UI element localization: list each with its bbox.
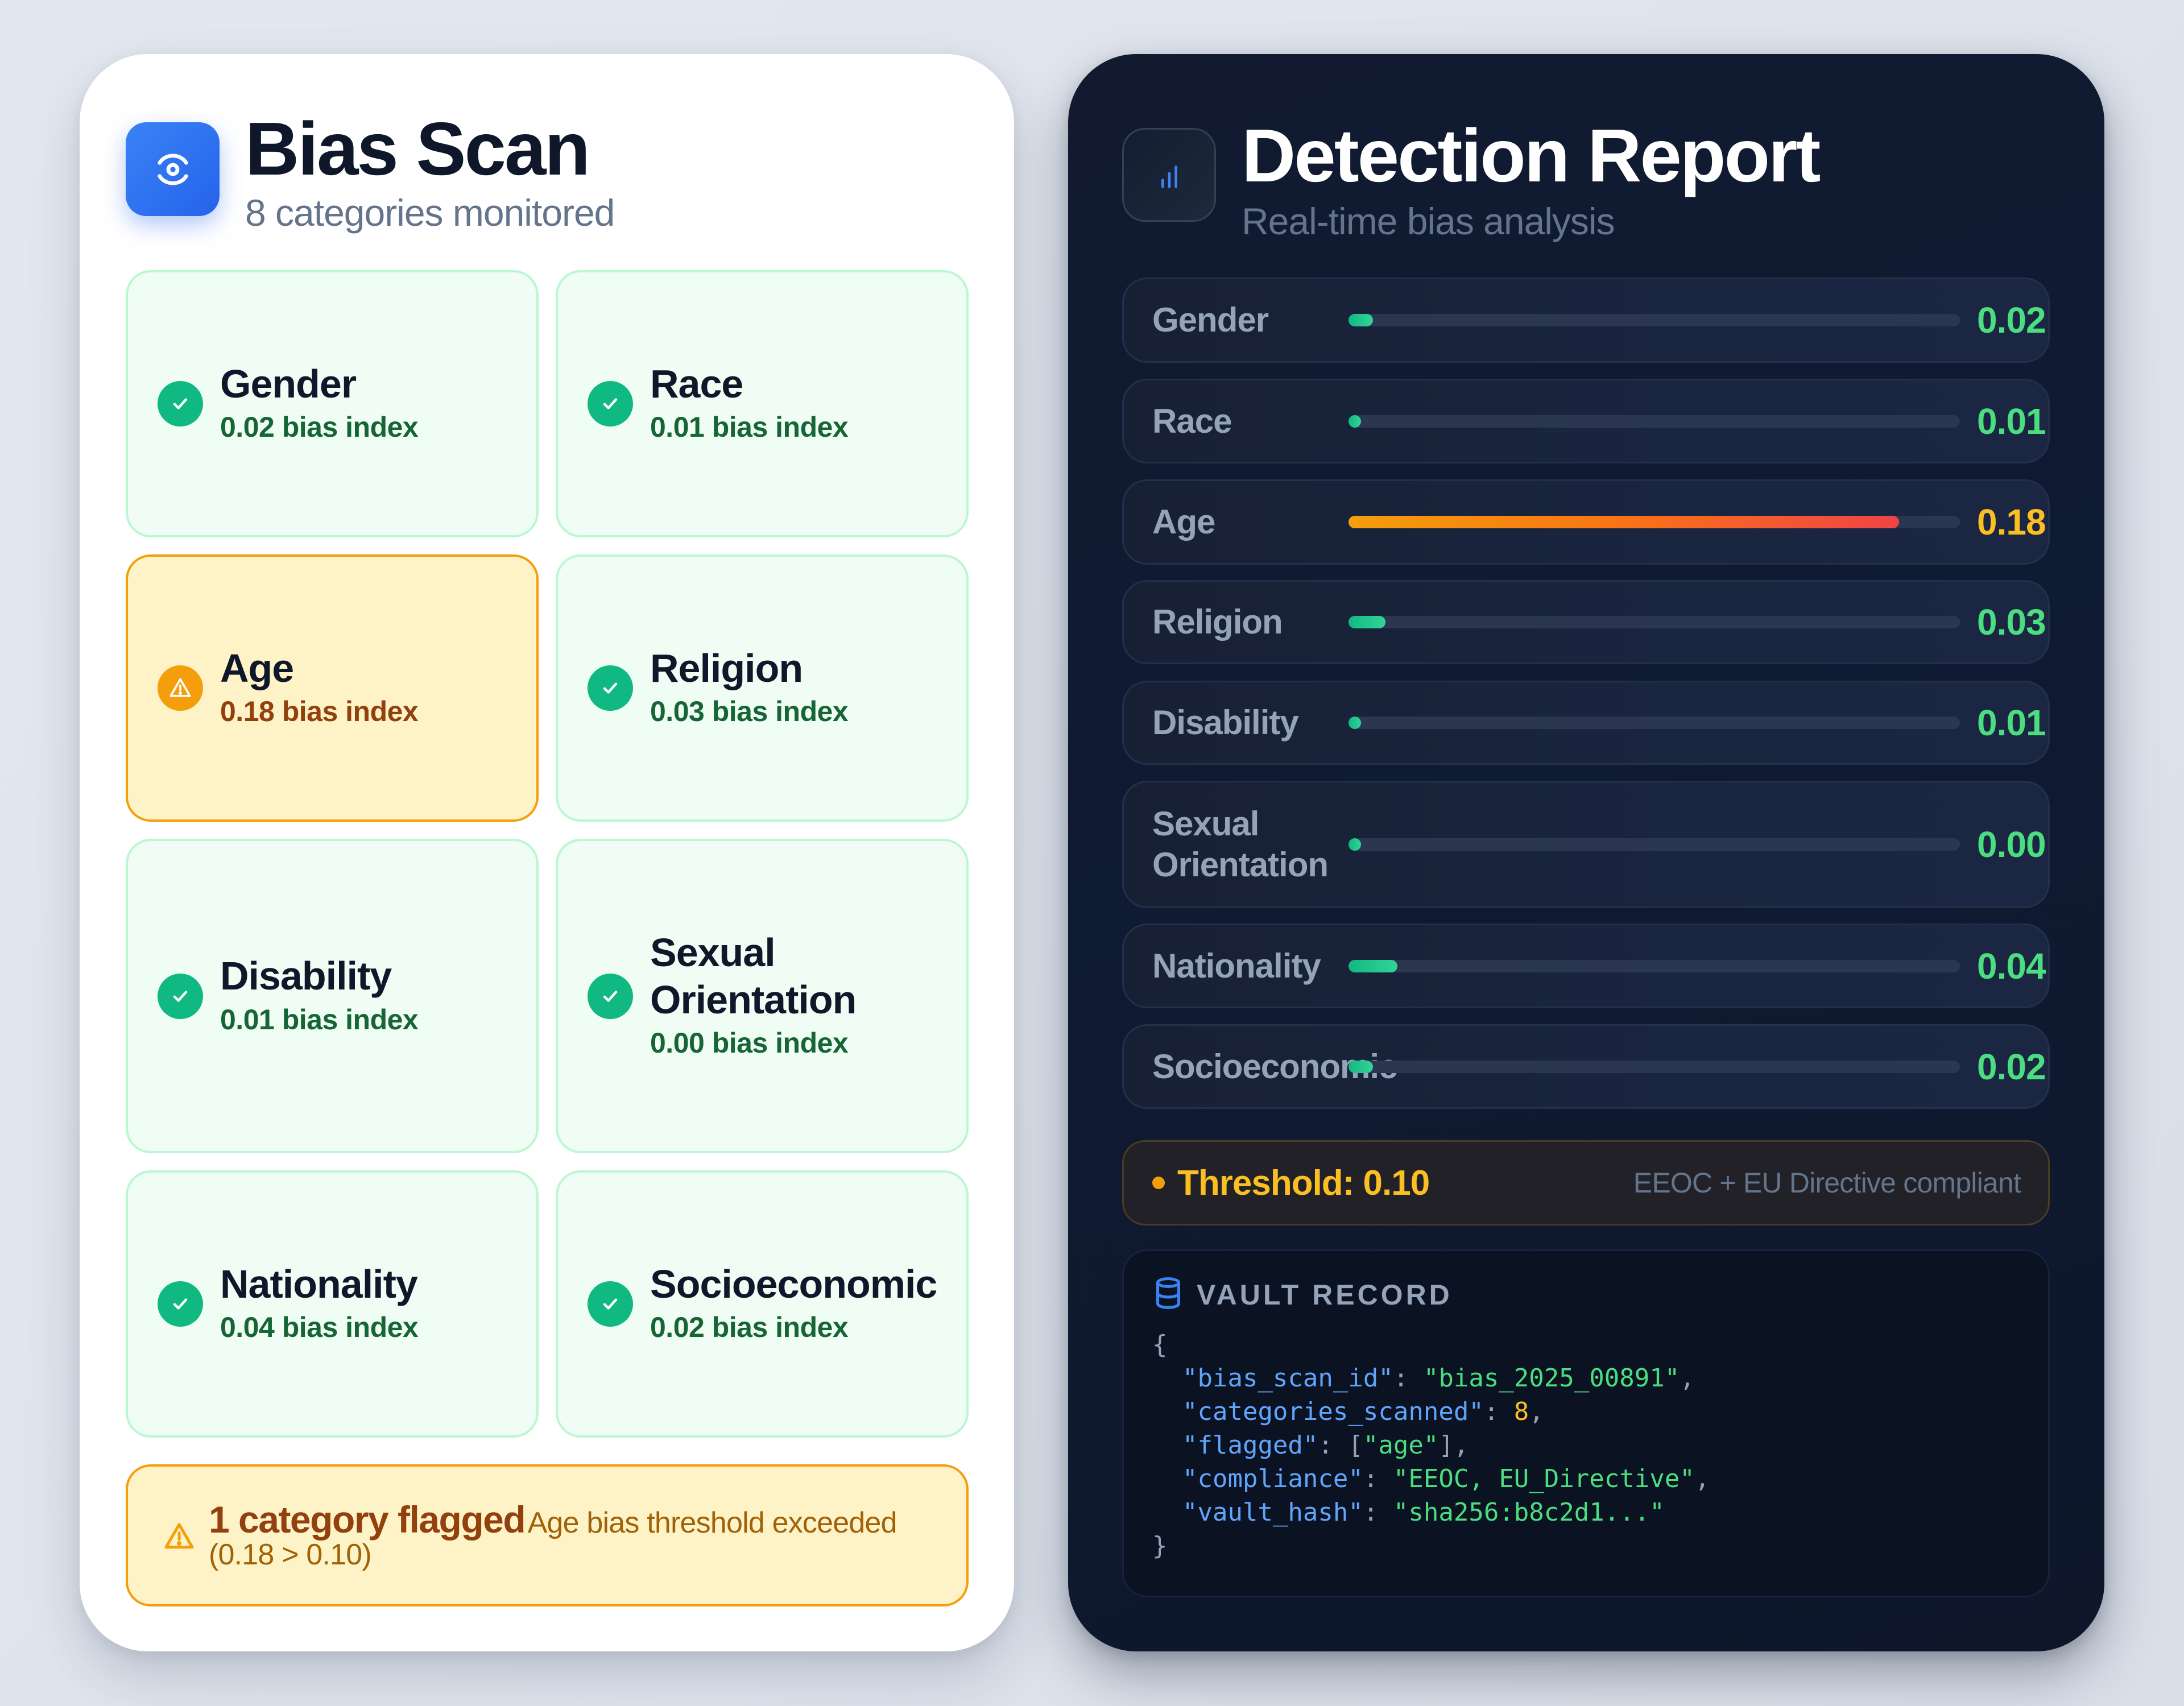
category-bias-index: 0.01 bias index: [650, 411, 849, 444]
metric-row-race[interactable]: Race 0.01: [1122, 379, 2050, 463]
category-bias-index: 0.18 bias index: [220, 695, 419, 728]
threshold-value: Threshold: 0.10: [1177, 1163, 1430, 1203]
metric-value: 0.02: [1977, 1046, 2046, 1087]
flagged-alert-banner: 1 category flagged Age bias threshold ex…: [126, 1464, 969, 1606]
metric-row-disability[interactable]: Disability 0.01: [1122, 681, 2050, 765]
metric-row-socioeconomic[interactable]: Socioeconomic 0.02: [1122, 1024, 2050, 1109]
metric-bar-fill: [1349, 415, 1361, 428]
category-name: Religion: [650, 645, 803, 690]
metric-value: 0.01: [1977, 702, 2046, 743]
metric-value: 0.00: [1977, 824, 2046, 865]
compliance-note: EEOC + EU Directive compliant: [1633, 1167, 2021, 1199]
category-bias-index: 0.03 bias index: [650, 695, 849, 728]
category-name: Gender: [220, 361, 357, 406]
check-icon: [158, 973, 203, 1019]
metric-bar-track: [1349, 616, 1960, 628]
check-icon: [588, 381, 633, 426]
category-bias-index: 0.04 bias index: [220, 1311, 419, 1344]
metric-label: Nationality: [1152, 946, 1321, 985]
category-name: Socioeconomic: [650, 1261, 937, 1306]
detection-report-panel: Detection Report Real-time bias analysis…: [1068, 54, 2104, 1651]
category-card-socioeconomic[interactable]: Socioeconomic 0.02 bias index: [556, 1170, 969, 1438]
flagged-description: Age bias threshold exceeded (0.18 > 0.10…: [209, 1506, 897, 1572]
category-bias-index: 0.01 bias index: [220, 1003, 419, 1036]
flagged-count: 1 category flagged: [209, 1498, 526, 1541]
metric-bar-fill: [1349, 838, 1361, 851]
metric-bar-track: [1349, 1060, 1960, 1073]
category-card-sexual-orientation[interactable]: Sexual Orientation 0.00 bias index: [556, 839, 969, 1153]
warning-icon: [158, 665, 203, 711]
category-grid: Gender 0.02 bias index Race 0.01 bias in…: [126, 270, 969, 1438]
category-card-age[interactable]: Age 0.18 bias index: [126, 554, 539, 822]
metric-row-nationality[interactable]: Nationality 0.04: [1122, 924, 2050, 1008]
page-subtitle: 8 categories monitored: [245, 192, 615, 234]
warning-triangle-icon: [162, 1519, 196, 1556]
status-dot-icon: [1152, 1177, 1165, 1189]
check-icon: [588, 973, 633, 1019]
metric-value: 0.02: [1977, 300, 2046, 341]
category-card-gender[interactable]: Gender 0.02 bias index: [126, 270, 539, 537]
metric-row-age[interactable]: Age 0.18: [1122, 479, 2050, 565]
bar-chart-icon: [1122, 128, 1216, 222]
report-subtitle: Real-time bias analysis: [1242, 200, 1615, 242]
category-name: Age: [220, 645, 294, 690]
category-name: Nationality: [220, 1261, 418, 1306]
check-icon: [588, 665, 633, 711]
check-icon: [158, 1281, 203, 1327]
category-name: Race: [650, 361, 743, 406]
metric-bar-track: [1349, 717, 1960, 729]
eye-scan-icon: [126, 122, 220, 216]
metric-row-sexual-orientation[interactable]: Sexual Orientation 0.00: [1122, 781, 2050, 908]
threshold-indicator: Threshold: 0.10 EEOC + EU Directive comp…: [1122, 1140, 2050, 1225]
metric-bar-track: [1349, 838, 1960, 851]
metric-bar-fill: [1349, 1060, 1373, 1073]
metric-value: 0.03: [1977, 602, 2046, 643]
metric-bar-fill: [1349, 959, 1397, 972]
category-bias-index: 0.02 bias index: [220, 411, 419, 444]
check-icon: [158, 381, 203, 426]
metric-bar-fill: [1349, 516, 1899, 528]
category-card-disability[interactable]: Disability 0.01 bias index: [126, 839, 539, 1153]
metric-label: Gender: [1152, 301, 1269, 339]
database-icon: [1152, 1276, 1184, 1313]
category-card-nationality[interactable]: Nationality 0.04 bias index: [126, 1170, 539, 1438]
page-title: Bias Scan: [245, 107, 590, 191]
vault-record: VAULT RECORD { "bias_scan_id": "bias_202…: [1122, 1249, 2050, 1597]
report-title: Detection Report: [1242, 114, 1821, 197]
category-bias-index: 0.00 bias index: [650, 1027, 849, 1059]
metric-label: Religion: [1152, 603, 1283, 641]
bias-scan-panel: Bias Scan 8 categories monitored Gender …: [80, 54, 1014, 1651]
metric-row-gender[interactable]: Gender 0.02: [1122, 278, 2050, 363]
metric-bar-track: [1349, 516, 1960, 528]
metric-bar-fill: [1349, 717, 1361, 729]
category-card-race[interactable]: Race 0.01 bias index: [556, 270, 969, 537]
category-name: Disability: [220, 954, 392, 999]
metric-bar-track: [1349, 959, 1960, 972]
metric-label: Race: [1152, 401, 1232, 440]
metric-label: Disability: [1152, 703, 1299, 742]
category-card-religion[interactable]: Religion 0.03 bias index: [556, 554, 969, 822]
metric-bar-track: [1349, 314, 1960, 326]
metric-label: Sexual Orientation: [1152, 805, 1329, 884]
metric-bar-fill: [1349, 616, 1385, 628]
metric-label: Age: [1152, 503, 1215, 541]
category-bias-index: 0.02 bias index: [650, 1311, 849, 1344]
metric-value: 0.04: [1977, 945, 2046, 987]
metric-bar-track: [1349, 415, 1960, 428]
check-icon: [588, 1281, 633, 1327]
metric-value: 0.01: [1977, 400, 2046, 442]
metric-value: 0.18: [1977, 502, 2046, 543]
vault-json: { "bias_scan_id": "bias_2025_00891", "ca…: [1152, 1330, 1710, 1560]
category-name: Sexual Orientation: [650, 930, 857, 1022]
vault-title: VAULT RECORD: [1197, 1278, 1453, 1311]
metric-bar-fill: [1349, 314, 1373, 326]
metric-row-religion[interactable]: Religion 0.03: [1122, 580, 2050, 664]
